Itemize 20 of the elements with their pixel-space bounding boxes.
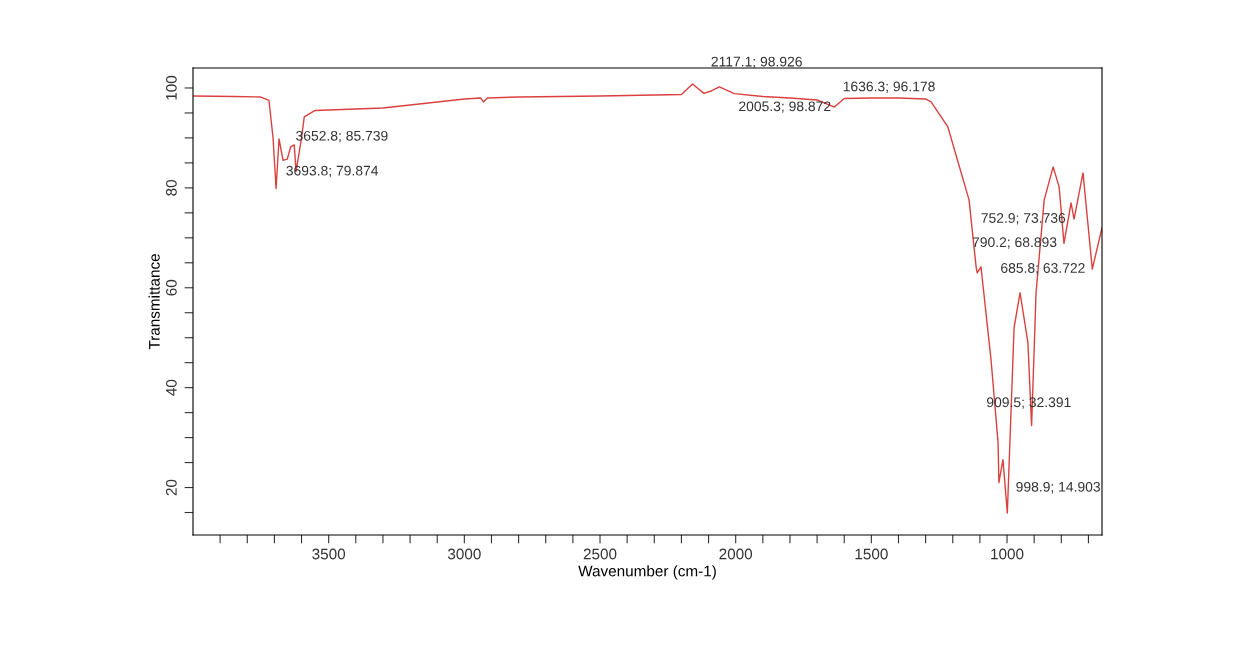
x-tick-label: 3500 (312, 548, 346, 560)
y-tick-label: 40 (165, 379, 177, 396)
annotation: 3693.8; 79.874 (286, 165, 379, 178)
x-tick-label: 3000 (447, 548, 481, 560)
x-tick-label: 1000 (991, 548, 1024, 560)
y-tick-label: 100 (165, 75, 177, 100)
y-tick-label: 80 (165, 179, 177, 196)
y-axis-title: Transmittance (148, 254, 160, 350)
annotation: 1636.3; 96.178 (843, 81, 935, 93)
annotation: 2005.3; 98.872 (739, 101, 831, 113)
x-tick-label: 2000 (719, 548, 753, 560)
y-tick-label: 20 (165, 479, 177, 496)
annotation: 685.8; 63.722 (1001, 263, 1085, 275)
x-tick-label: 2500 (583, 548, 617, 560)
annotation: 2117.1; 98.926 (711, 56, 802, 69)
line-series (193, 83, 1102, 514)
y-tick-label: 60 (165, 279, 177, 296)
annotation: 998.9; 14.903 (1016, 481, 1101, 494)
x-tick-label: 1500 (855, 548, 888, 560)
x-axis-title: Wavenumber (cm-1) (578, 565, 716, 580)
